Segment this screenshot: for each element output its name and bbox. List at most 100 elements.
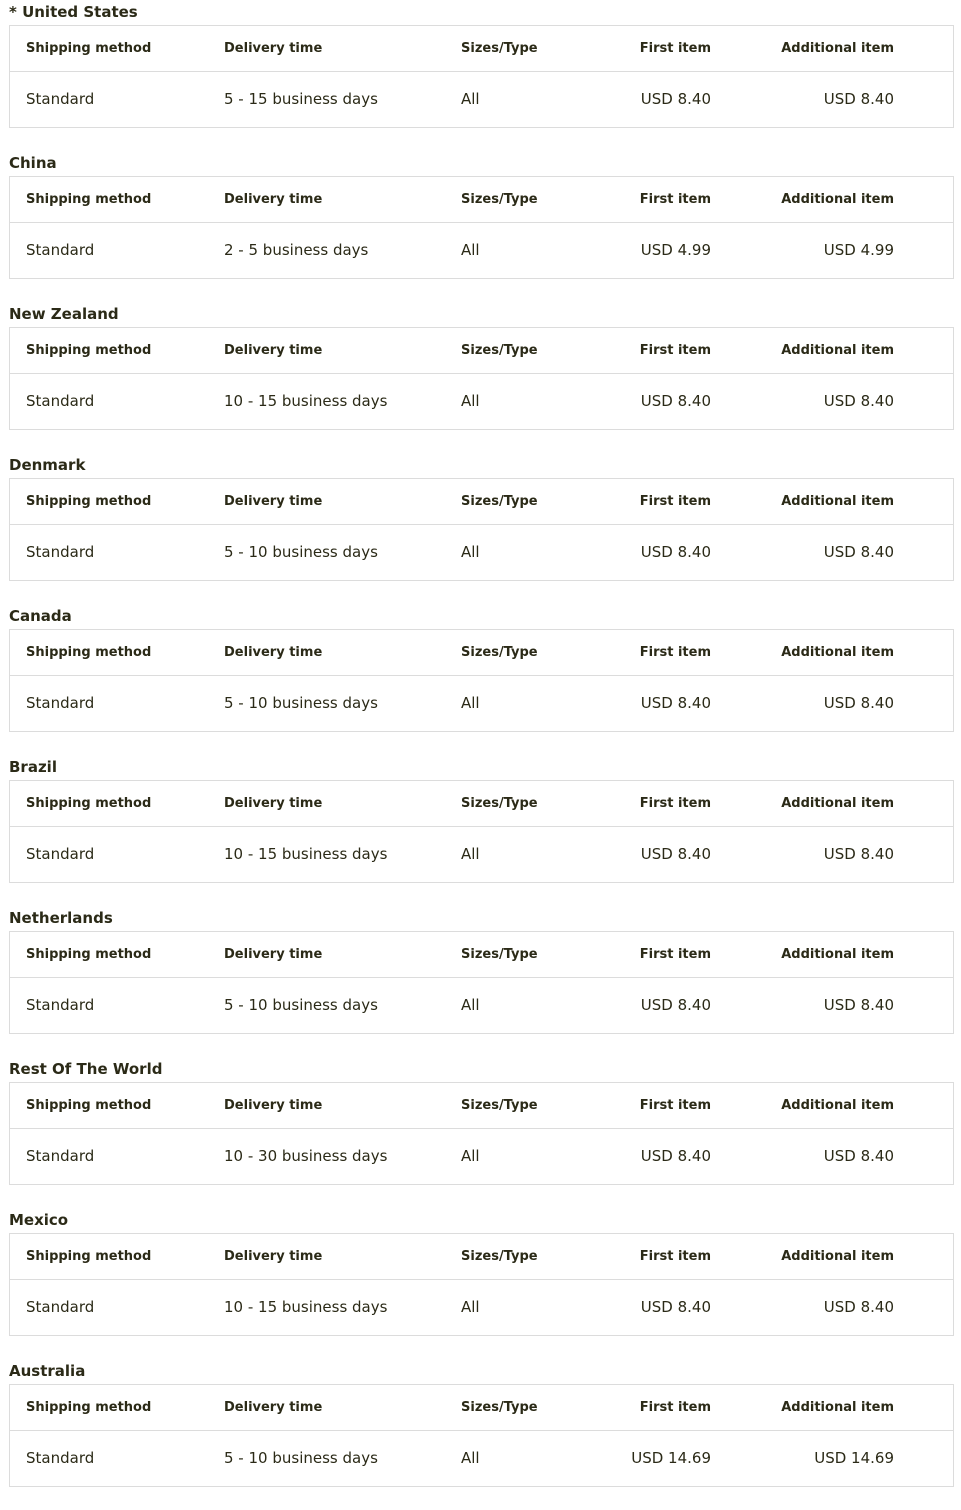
header-row: Shipping method Delivery time Sizes/Type Fi… xyxy=(10,932,953,978)
column-header: Shipping method xyxy=(26,192,152,207)
table-row: Standard 10 - 30 business days All USD 8.40… xyxy=(10,1129,953,1184)
shipping-section: Australia Shipping method Delivery time Siz… xyxy=(9,1359,954,1510)
section-title: Canada xyxy=(9,607,72,625)
column-header: Delivery time xyxy=(224,343,323,358)
column-header: Sizes/Type xyxy=(461,1400,538,1415)
shipping-table: Shipping method Delivery time Sizes/Type Fi… xyxy=(9,1233,954,1336)
table-cell: 10 - 15 business days xyxy=(224,392,388,410)
column-header: Sizes/Type xyxy=(461,645,538,660)
table-cell: All xyxy=(461,1298,480,1316)
column-header: Additional item xyxy=(781,494,894,509)
table-cell: 5 - 10 business days xyxy=(224,543,378,561)
column-header: Shipping method xyxy=(26,645,152,660)
column-header: Sizes/Type xyxy=(461,494,538,509)
table-row: Standard 5 - 10 business days All USD 14.69… xyxy=(10,1431,953,1486)
column-header: Shipping method xyxy=(26,796,152,811)
column-header: Delivery time xyxy=(224,192,323,207)
header-row: Shipping method Delivery time Sizes/Type Fi… xyxy=(10,781,953,827)
shipping-section: Brazil Shipping method Delivery time Sizes/… xyxy=(9,755,954,906)
header-row: Shipping method Delivery time Sizes/Type Fi… xyxy=(10,26,953,72)
table-row: Standard 5 - 15 business days All USD 8.40 U… xyxy=(10,72,953,127)
header-row: Shipping method Delivery time Sizes/Type Fi… xyxy=(10,630,953,676)
column-header: Delivery time xyxy=(224,41,323,56)
table-cell: 2 - 5 business days xyxy=(224,241,369,259)
table-cell: USD 8.40 xyxy=(823,1298,894,1316)
column-header: Sizes/Type xyxy=(461,41,538,56)
column-header: First item xyxy=(639,796,711,811)
table-cell: All xyxy=(461,90,480,108)
shipping-section: Canada Shipping method Delivery time Sizes/… xyxy=(9,604,954,755)
column-header: Delivery time xyxy=(224,645,323,660)
shipping-section: China Shipping method Delivery time Sizes/T… xyxy=(9,151,954,302)
shipping-section: Mexico Shipping method Delivery time Sizes/… xyxy=(9,1208,954,1359)
column-header: First item xyxy=(639,645,711,660)
shipping-table: Shipping method Delivery time Sizes/Type Fi… xyxy=(9,1082,954,1185)
table-cell: Standard xyxy=(26,1449,95,1467)
column-header: Shipping method xyxy=(26,1098,152,1113)
shipping-table: Shipping method Delivery time Sizes/Type Fi… xyxy=(9,176,954,279)
section-title: Denmark xyxy=(9,456,86,474)
column-header: First item xyxy=(639,1249,711,1264)
table-cell: Standard xyxy=(26,694,95,712)
column-header: Shipping method xyxy=(26,947,152,962)
column-header: Additional item xyxy=(781,1098,894,1113)
column-header: Delivery time xyxy=(224,494,323,509)
table-cell: USD 8.40 xyxy=(640,996,711,1014)
table-cell: All xyxy=(461,1449,480,1467)
column-header: Delivery time xyxy=(224,796,323,811)
column-header: Sizes/Type xyxy=(461,947,538,962)
column-header: Additional item xyxy=(781,343,894,358)
header-row: Shipping method Delivery time Sizes/Type Fi… xyxy=(10,177,953,223)
table-cell: USD 14.69 xyxy=(631,1449,711,1467)
table-cell: All xyxy=(461,694,480,712)
table-cell: USD 4.99 xyxy=(823,241,894,259)
column-header: Sizes/Type xyxy=(461,796,538,811)
column-header: Sizes/Type xyxy=(461,1249,538,1264)
column-header: Additional item xyxy=(781,645,894,660)
table-cell: 5 - 10 business days xyxy=(224,1449,378,1467)
header-row: Shipping method Delivery time Sizes/Type Fi… xyxy=(10,479,953,525)
table-row: Standard 5 - 10 business days All USD 8.40 U… xyxy=(10,525,953,580)
column-header: Delivery time xyxy=(224,1400,323,1415)
shipping-section: Denmark Shipping method Delivery time Sizes… xyxy=(9,453,954,604)
table-cell: USD 8.40 xyxy=(640,543,711,561)
column-header: Additional item xyxy=(781,796,894,811)
table-cell: All xyxy=(461,392,480,410)
table-cell: Standard xyxy=(26,90,95,108)
section-title: Mexico xyxy=(9,1211,69,1229)
shipping-section: * United States Shipping method Delivery t… xyxy=(9,0,954,151)
shipping-section: Netherlands Shipping method Delivery time S… xyxy=(9,906,954,1057)
table-cell: All xyxy=(461,241,480,259)
column-header: Sizes/Type xyxy=(461,192,538,207)
table-cell: USD 8.40 xyxy=(823,543,894,561)
table-cell: USD 8.40 xyxy=(640,845,711,863)
column-header: Sizes/Type xyxy=(461,343,538,358)
table-cell: USD 8.40 xyxy=(640,1147,711,1165)
table-cell: USD 8.40 xyxy=(823,90,894,108)
column-header: Shipping method xyxy=(26,1249,152,1264)
shipping-section: Rest Of The World Shipping method Delivery… xyxy=(9,1057,954,1208)
shipping-table: Shipping method Delivery time Sizes/Type Fi… xyxy=(9,478,954,581)
column-header: First item xyxy=(639,1400,711,1415)
shipping-table: Shipping method Delivery time Sizes/Type Fi… xyxy=(9,780,954,883)
table-cell: USD 8.40 xyxy=(640,392,711,410)
table-cell: 10 - 15 business days xyxy=(224,1298,388,1316)
table-row: Standard 10 - 15 business days All USD 8.40… xyxy=(10,1280,953,1335)
column-header: Delivery time xyxy=(224,1249,323,1264)
table-row: Standard 2 - 5 business days All USD 4.99 US… xyxy=(10,223,953,278)
table-cell: All xyxy=(461,845,480,863)
table-cell: USD 8.40 xyxy=(823,996,894,1014)
shipping-table: Shipping method Delivery time Sizes/Type Fi… xyxy=(9,931,954,1034)
table-cell: All xyxy=(461,543,480,561)
table-cell: 5 - 10 business days xyxy=(224,996,378,1014)
table-cell: 10 - 30 business days xyxy=(224,1147,388,1165)
section-title: Netherlands xyxy=(9,909,113,927)
column-header: First item xyxy=(639,41,711,56)
shipping-table: Shipping method Delivery time Sizes/Type Fi… xyxy=(9,629,954,732)
table-cell: Standard xyxy=(26,996,95,1014)
table-cell: Standard xyxy=(26,543,95,561)
column-header: Delivery time xyxy=(224,947,323,962)
column-header: Shipping method xyxy=(26,1400,152,1415)
table-cell: USD 8.40 xyxy=(640,1298,711,1316)
